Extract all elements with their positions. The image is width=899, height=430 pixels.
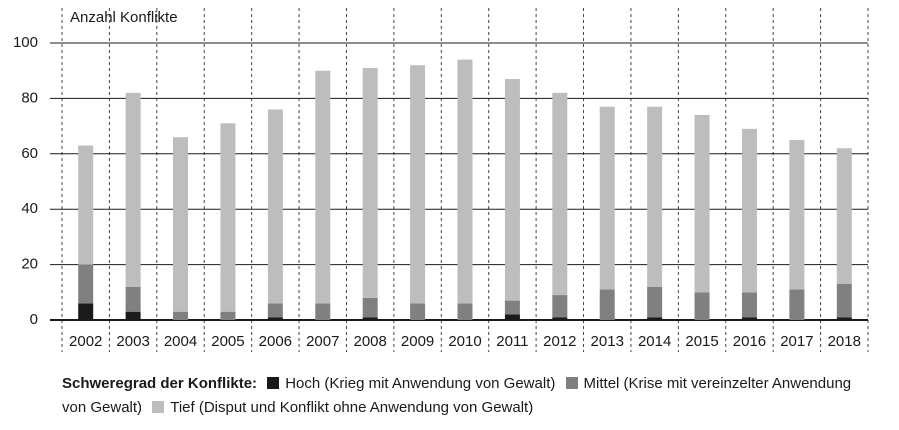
bar-segment <box>78 145 94 265</box>
legend-label: Tief (Disput und Konflikt ohne Anwendung… <box>170 399 534 416</box>
legend-swatch <box>152 401 165 413</box>
bar-segment <box>78 303 94 320</box>
x-tick-label: 2013 <box>591 333 624 350</box>
bar-segment <box>220 311 236 320</box>
legend-item: Tief (Disput und Konflikt ohne Anwendung… <box>146 399 533 416</box>
bar-segment <box>125 311 141 320</box>
x-tick-label: 2008 <box>353 333 386 350</box>
bar-segment <box>457 303 473 320</box>
bar-segment <box>741 128 757 293</box>
legend-label: Mittel (Krise mit vereinzelter Anwendung… <box>62 375 852 416</box>
bar-segment <box>647 286 663 318</box>
bar-segment <box>362 67 378 298</box>
legend-label: Hoch (Krieg mit Anwendung von Gewalt) <box>285 375 556 392</box>
x-tick-label: 2004 <box>164 333 197 350</box>
x-tick-label: 2011 <box>496 333 528 350</box>
y-tick-label: 40 <box>21 200 38 217</box>
bar-segment <box>410 303 426 320</box>
bar-segment <box>836 148 852 284</box>
bar-segment <box>789 289 805 320</box>
bar-segment <box>267 109 283 304</box>
bar-segment <box>78 264 94 304</box>
bar-segment <box>836 317 852 320</box>
y-axis-title: Anzahl Konflikte <box>70 9 178 26</box>
legend-title: Schweregrad der Konflikte: <box>62 375 258 392</box>
bar-segment <box>741 292 757 318</box>
legend: Schweregrad der Konflikte: Hoch (Krieg m… <box>62 372 862 420</box>
x-tick-label: 2010 <box>448 333 481 350</box>
bar-segment <box>504 314 520 320</box>
bar-segment <box>647 106 663 287</box>
x-tick-label: 2003 <box>116 333 149 350</box>
x-tick-label: 2009 <box>401 333 434 350</box>
x-tick-label: 2015 <box>685 333 718 350</box>
x-tick-label: 2017 <box>780 333 813 350</box>
x-tick-label: 2006 <box>259 333 292 350</box>
x-tick-label: 2007 <box>306 333 339 350</box>
y-tick-label: 20 <box>21 256 38 273</box>
bar-segment <box>647 317 663 320</box>
bar-segment <box>362 317 378 320</box>
y-tick-label: 0 <box>30 311 38 328</box>
bar-segment <box>599 106 615 290</box>
x-tick-label: 2005 <box>211 333 244 350</box>
bar-segment <box>173 137 189 312</box>
bar-segment <box>836 283 852 318</box>
legend-swatch <box>565 377 578 389</box>
bar-segment <box>315 303 331 320</box>
legend-item: Hoch (Krieg mit Anwendung von Gewalt) <box>261 375 555 392</box>
x-tick-label: 2018 <box>828 333 861 350</box>
bar-segment <box>552 92 568 296</box>
bar-segment <box>504 300 520 315</box>
bar-segment <box>315 70 331 304</box>
bar-segment <box>694 115 710 293</box>
bar-segment <box>173 311 189 320</box>
bar-segment <box>789 139 805 290</box>
y-tick-label: 100 <box>13 34 38 51</box>
legend-swatch <box>267 377 280 389</box>
x-tick-label: 2014 <box>638 333 671 350</box>
bar-segment <box>741 317 757 320</box>
bar-segment <box>125 286 141 312</box>
bar-segment <box>599 289 615 320</box>
bar-segment <box>552 295 568 318</box>
bar-segment <box>267 303 283 318</box>
bar-segment <box>220 123 236 312</box>
x-tick-label: 2012 <box>543 333 576 350</box>
bar-segment <box>125 92 141 287</box>
x-tick-label: 2002 <box>69 333 102 350</box>
bar-segment <box>504 79 520 301</box>
bar-segment <box>267 317 283 320</box>
legend-item: Mittel (Krise mit vereinzelter Anwendung… <box>62 375 851 416</box>
bar-segment <box>362 297 378 318</box>
bar-segment <box>410 65 426 304</box>
y-tick-label: 80 <box>21 89 38 106</box>
bar-segment <box>694 292 710 320</box>
y-tick-label: 60 <box>21 145 38 162</box>
bar-segment <box>457 59 473 304</box>
bar-segment <box>552 317 568 320</box>
chart: Anzahl Konflikte 0 20 40 60 80 100 2002 2003 200… <box>13 8 869 352</box>
x-tick-label: 2016 <box>733 333 766 350</box>
